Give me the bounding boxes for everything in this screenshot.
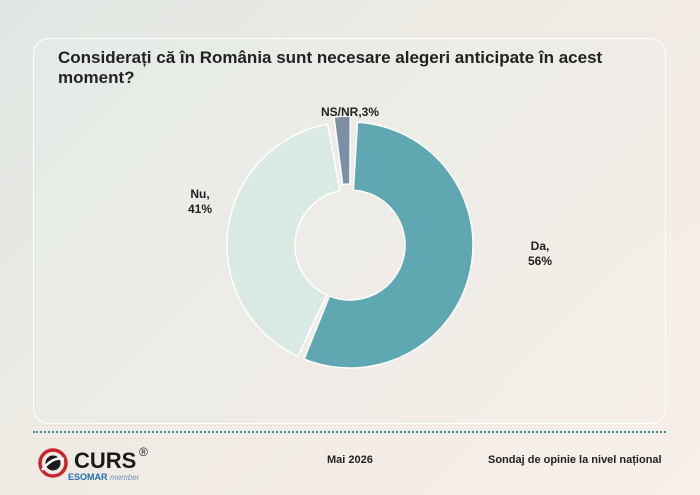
- logo-esomar-text: ESOMAR: [68, 472, 108, 482]
- curs-logo: CURS ® ESOMAR member: [38, 445, 158, 486]
- footer-divider: [33, 431, 666, 433]
- data-label-da: Da, 56%: [528, 239, 552, 268]
- footer-date: Mai 2026: [327, 454, 373, 466]
- chart-title: Considerați că în România sunt necesare …: [58, 48, 603, 87]
- donut-slice-nu: [226, 123, 341, 358]
- footer-note: Sondaj de opinie la nivel național: [488, 454, 662, 466]
- donut-slice-da: [303, 121, 474, 369]
- data-label-ns-nr: NS/NR,3%: [321, 105, 379, 119]
- logo-registered-mark: ®: [139, 445, 148, 459]
- logo-wordmark: CURS: [74, 448, 137, 473]
- curs-logo-icon: [38, 448, 68, 478]
- donut-slice-ns-nr: [333, 115, 352, 186]
- logo-esomar: ESOMAR member: [68, 472, 139, 482]
- data-label-nu: Nu, 41%: [188, 187, 212, 216]
- logo-member-text: member: [110, 473, 140, 482]
